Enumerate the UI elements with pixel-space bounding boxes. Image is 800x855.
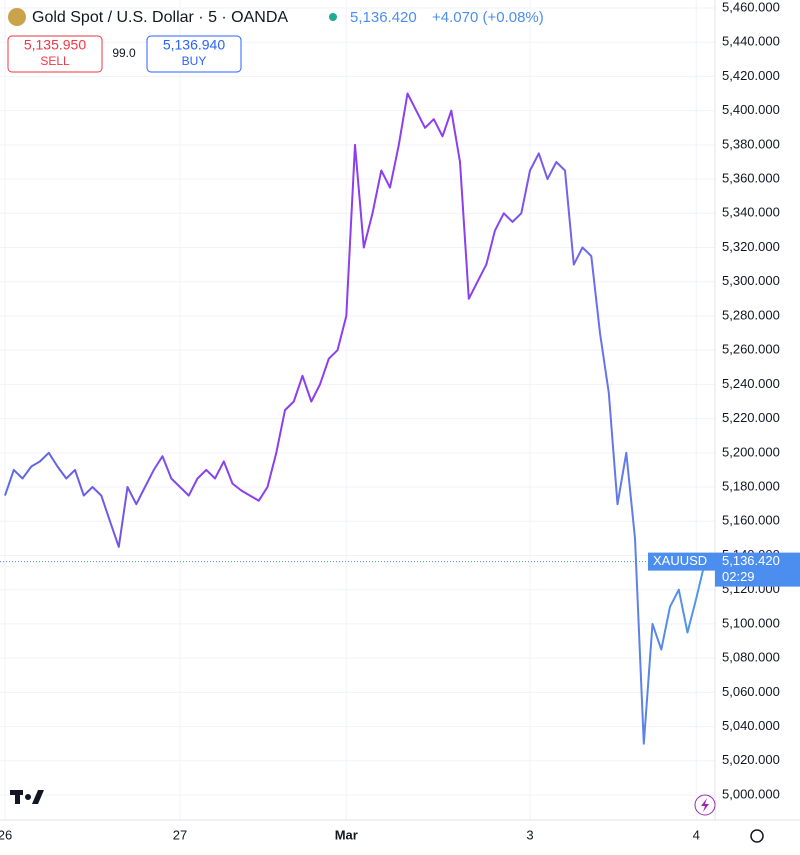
x-tick-label: Mar	[335, 827, 358, 842]
countdown-label: 02:29	[722, 569, 755, 584]
y-tick-label: 5,040.000	[722, 718, 780, 733]
last-price-label: 5,136.420	[722, 553, 780, 568]
y-tick-label: 5,160.000	[722, 513, 780, 528]
y-tick-label: 5,060.000	[722, 684, 780, 699]
y-tick-label: 5,240.000	[722, 376, 780, 391]
y-tick-label: 5,000.000	[722, 786, 780, 801]
sell-button[interactable]	[7, 35, 103, 73]
y-tick-label: 5,180.000	[722, 478, 780, 493]
settings-icon[interactable]	[750, 829, 764, 843]
y-tick-label: 5,460.000	[722, 0, 780, 14]
tv-logo[interactable]	[10, 790, 44, 804]
replay-icon-bolt	[701, 798, 709, 812]
buy-label: BUY	[182, 54, 207, 68]
symbol-tag-label: XAUUSD	[653, 553, 707, 568]
y-tick-label: 5,340.000	[722, 205, 780, 220]
y-tick-label: 5,300.000	[722, 273, 780, 288]
header-change: +4.070 (+0.08%)	[432, 9, 544, 26]
symbol-logo	[8, 8, 26, 26]
y-tick-label: 5,280.000	[722, 307, 780, 322]
y-tick-label: 5,360.000	[722, 171, 780, 186]
last-price-tag	[715, 552, 800, 587]
symbol-title[interactable]: Gold Spot / U.S. Dollar · 5 · OANDA	[32, 9, 288, 26]
sell-label: SELL	[40, 54, 70, 68]
y-tick-label: 5,200.000	[722, 444, 780, 459]
y-tick-label: 5,400.000	[722, 102, 780, 117]
x-tick-label: 26	[0, 827, 12, 842]
plot	[0, 92, 715, 745]
buy-button[interactable]	[146, 35, 242, 73]
symbol-tag	[648, 552, 715, 571]
spread: 99.0	[112, 46, 136, 60]
x-tick-label: 3	[526, 827, 533, 842]
header-price: 5,136.420	[350, 9, 417, 26]
y-tick-label: 5,220.000	[722, 410, 780, 425]
market-status	[329, 13, 337, 21]
buy-price: 5,136.940	[163, 37, 225, 53]
sell-price: 5,135.950	[24, 37, 86, 53]
y-tick-label: 5,100.000	[722, 615, 780, 630]
y-tick-label: 5,080.000	[722, 650, 780, 665]
grid	[0, 0, 715, 820]
y-tick-label: 5,420.000	[722, 68, 780, 83]
y-tick-label: 5,020.000	[722, 752, 780, 767]
x-tick-label: 4	[693, 827, 700, 842]
x-tick-label: 27	[173, 827, 187, 842]
y-tick-label: 5,320.000	[722, 239, 780, 254]
y-tick-label: 5,440.000	[722, 34, 780, 49]
price-line	[4, 92, 706, 745]
y-tick-label: 5,260.000	[722, 342, 780, 357]
y-tick-label: 5,380.000	[722, 136, 780, 151]
